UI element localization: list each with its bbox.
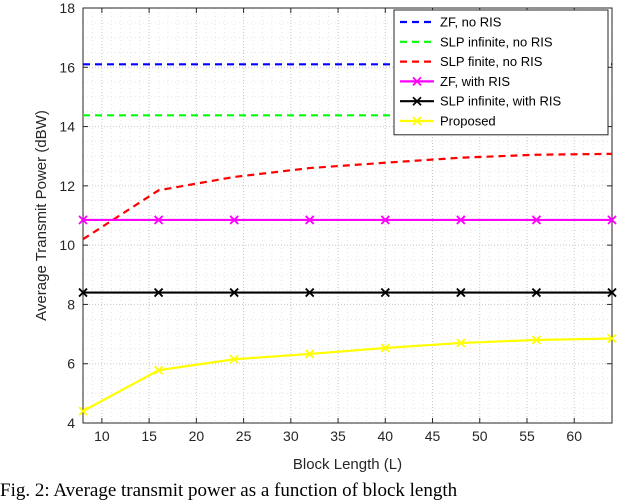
series-line bbox=[82, 152, 613, 241]
data-point bbox=[153, 215, 164, 225]
y-tick-label: 4 bbox=[67, 415, 75, 431]
y-tick-label: 8 bbox=[67, 296, 75, 312]
x-tick-label: 45 bbox=[425, 428, 441, 444]
series-line bbox=[82, 337, 613, 413]
x-tick-label: 25 bbox=[236, 428, 252, 444]
legend-item: ZF, no RIS bbox=[400, 15, 502, 30]
grid bbox=[83, 8, 612, 423]
legend-marker bbox=[412, 76, 422, 87]
legend-marker bbox=[412, 116, 422, 126]
data-point bbox=[531, 287, 542, 298]
y-tick-label: 16 bbox=[59, 59, 75, 75]
data-point bbox=[531, 335, 542, 345]
x-tick-label: 40 bbox=[377, 428, 393, 444]
legend-label: SLP finite, no RIS bbox=[440, 54, 543, 69]
data-point bbox=[607, 287, 617, 298]
legend-marker bbox=[412, 96, 422, 106]
plot-area-frame bbox=[82, 7, 613, 424]
series-6 bbox=[78, 333, 617, 416]
legend-item: Proposed bbox=[400, 114, 496, 129]
data-point bbox=[78, 215, 88, 225]
y-tick-label: 14 bbox=[59, 119, 75, 135]
x-tick-label: 20 bbox=[189, 428, 205, 444]
legend-label: SLP infinite, with RIS bbox=[440, 94, 561, 109]
y-tick-label: 10 bbox=[59, 237, 75, 253]
legend-label: ZF, no RIS bbox=[440, 15, 502, 30]
x-tick-label: 30 bbox=[283, 428, 299, 444]
figure-caption: Fig. 2: Average transmit power as a func… bbox=[0, 480, 458, 501]
y-tick-label: 18 bbox=[59, 0, 75, 16]
legend-box bbox=[393, 9, 609, 136]
x-tick-label: 60 bbox=[566, 428, 582, 444]
x-tick-label: 50 bbox=[472, 428, 488, 444]
data-point bbox=[229, 287, 239, 298]
legend-item: SLP infinite, no RIS bbox=[400, 34, 553, 49]
data-point bbox=[153, 287, 164, 298]
legend-item: SLP finite, no RIS bbox=[400, 54, 543, 69]
x-tick-label: 10 bbox=[94, 428, 110, 444]
data-point bbox=[305, 287, 315, 298]
data-point bbox=[607, 215, 617, 225]
y-axis-label: Average Transmit Power (dBW) bbox=[33, 110, 50, 321]
data-point bbox=[531, 215, 542, 225]
data-point bbox=[229, 354, 239, 364]
series-3 bbox=[82, 152, 613, 241]
data-point bbox=[78, 406, 88, 416]
data-point bbox=[78, 287, 88, 298]
y-tick-label: 6 bbox=[67, 356, 75, 372]
data-point bbox=[380, 287, 390, 298]
data-point bbox=[229, 215, 239, 225]
x-axis-label: Block Length (L) bbox=[293, 456, 402, 473]
legend-label: ZF, with RIS bbox=[440, 74, 510, 89]
legend-item: ZF, with RIS bbox=[400, 74, 510, 89]
data-point bbox=[456, 338, 466, 348]
data-point bbox=[380, 343, 390, 353]
x-tick-label: 15 bbox=[141, 428, 157, 444]
series-5 bbox=[78, 287, 617, 298]
data-point bbox=[456, 215, 466, 225]
series-lines bbox=[78, 63, 617, 416]
series-4 bbox=[78, 215, 617, 225]
legend-label: Proposed bbox=[440, 114, 496, 129]
legend: ZF, no RIS SLP infinite, no RIS SLP finite… bbox=[393, 9, 609, 136]
x-tick-label: 55 bbox=[519, 428, 535, 444]
line-chart: 10 15 20 25 30 35 40 45 50 55 60 4 6 8 10 12 14 16 18 Bloc… bbox=[33, 0, 617, 473]
data-point bbox=[380, 215, 390, 225]
legend-item: SLP infinite, with RIS bbox=[400, 94, 561, 109]
x-tick-label: 35 bbox=[330, 428, 346, 444]
data-point bbox=[607, 333, 617, 344]
legend-label: SLP infinite, no RIS bbox=[440, 34, 553, 49]
data-point bbox=[153, 365, 164, 375]
data-point bbox=[305, 215, 315, 225]
y-tick-label: 12 bbox=[59, 178, 75, 194]
data-point bbox=[456, 287, 466, 298]
data-point bbox=[305, 349, 315, 359]
axis-ticks: 10 15 20 25 30 35 40 45 50 55 60 4 6 8 10 12 14 16 18 bbox=[59, 0, 612, 444]
